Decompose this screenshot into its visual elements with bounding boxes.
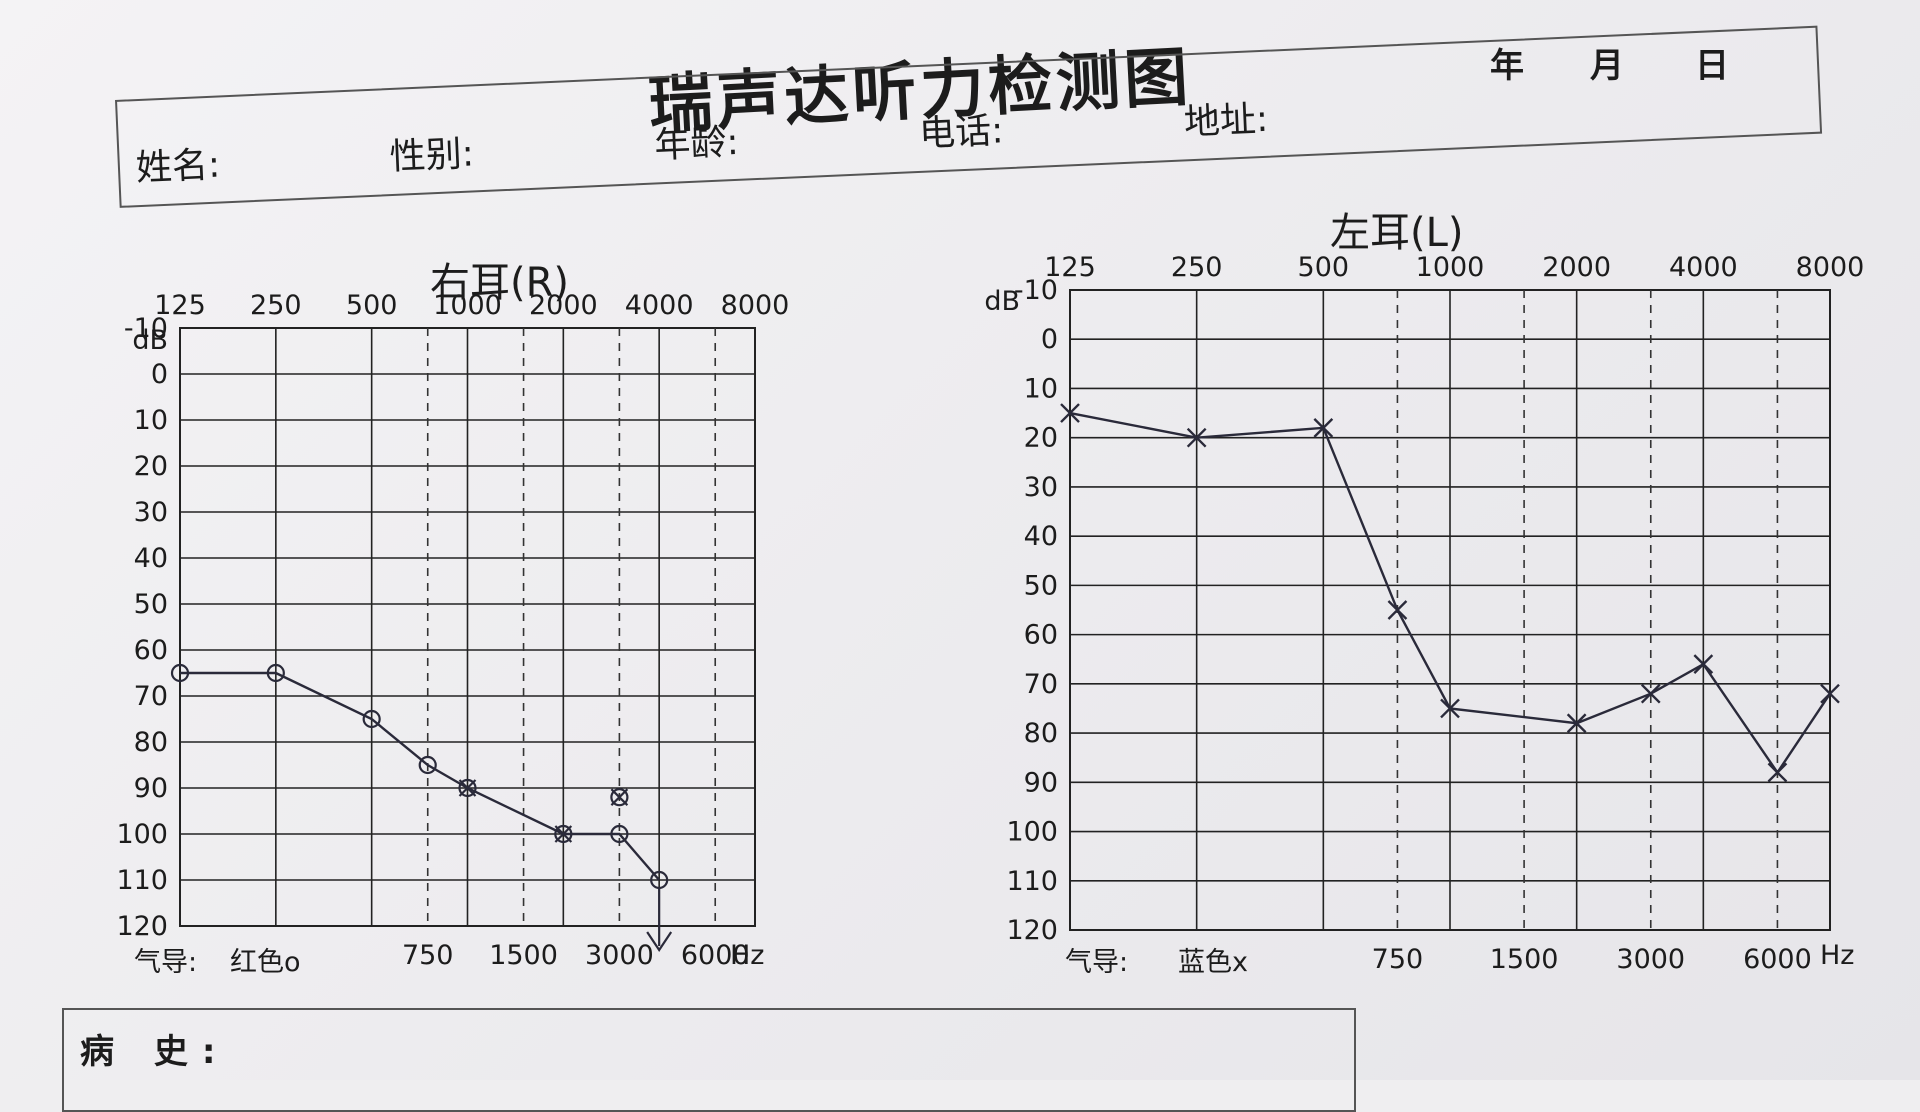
right-db-tick: 40 bbox=[134, 543, 168, 574]
right-point-circle bbox=[170, 663, 190, 683]
right-point-circle bbox=[610, 824, 629, 844]
left-db-tick: 10 bbox=[1024, 373, 1058, 404]
left-db-tick: 100 bbox=[1006, 817, 1058, 848]
right-mark-arrow-head bbox=[646, 931, 673, 952]
left-point-x bbox=[1313, 417, 1334, 438]
left-db-tick: 120 bbox=[1006, 915, 1058, 946]
left-freq-tick: 4000 bbox=[1669, 252, 1738, 283]
right-mark-x bbox=[554, 825, 573, 843]
right-db-tick: 10 bbox=[134, 405, 168, 436]
left-bottom-freq-tick: 1500 bbox=[1490, 944, 1559, 975]
right-legend-label: 气导: bbox=[134, 947, 198, 978]
medical-history-box: 病 史: bbox=[62, 1008, 1356, 1112]
right-point-circle bbox=[266, 663, 285, 683]
left-legend-label: 气导: bbox=[1065, 947, 1129, 978]
right-db-tick: -10 bbox=[124, 313, 168, 344]
right-db-tick: 50 bbox=[134, 589, 168, 620]
left-bottom-freq-tick: 6000 bbox=[1743, 944, 1812, 975]
left-db-tick: 70 bbox=[1024, 669, 1058, 700]
left-legend-color: 蓝色x bbox=[1178, 947, 1248, 978]
left-point-x bbox=[1640, 683, 1661, 704]
date-month-label: 月 bbox=[1590, 46, 1624, 86]
right-hz-unit: Hz bbox=[730, 940, 765, 971]
date-day-label: 日 bbox=[1695, 46, 1729, 86]
left-point-x bbox=[1820, 683, 1840, 704]
right-legend-color: 红色o bbox=[230, 947, 301, 978]
left-point-x bbox=[1387, 600, 1408, 620]
name-field-label: 姓名: bbox=[135, 144, 221, 190]
right-freq-tick: 8000 bbox=[721, 290, 790, 321]
left-freq-tick: 1000 bbox=[1416, 252, 1485, 283]
left-point-x bbox=[1186, 427, 1207, 448]
age-field-label: 年龄: bbox=[653, 121, 740, 167]
left-freq-tick: 2000 bbox=[1542, 252, 1611, 283]
left-point-x bbox=[1440, 698, 1460, 719]
left-db-tick: 40 bbox=[1024, 521, 1058, 552]
left-db-tick: 50 bbox=[1024, 570, 1058, 601]
left-db-tick: 110 bbox=[1006, 866, 1058, 897]
left-freq-tick: 500 bbox=[1298, 252, 1350, 283]
left-db-tick: -10 bbox=[1014, 275, 1058, 306]
left-freq-tick: 250 bbox=[1171, 252, 1223, 283]
right-bottom-freq-tick: 750 bbox=[402, 940, 454, 971]
right-bottom-freq-tick: 3000 bbox=[585, 940, 654, 971]
left-db-tick: 0 bbox=[1041, 324, 1058, 355]
left-db-unit: dB bbox=[984, 286, 1020, 317]
left-db-tick: 60 bbox=[1024, 620, 1058, 651]
left-db-tick: 80 bbox=[1024, 718, 1058, 749]
right-point-circle bbox=[418, 755, 437, 775]
address-field-label: 地址: bbox=[1183, 98, 1269, 144]
left-hz-unit: Hz bbox=[1820, 940, 1855, 971]
right-ear-plot: -10 0 10 20 30 40 50 60 70 80 90 100 110 120 125 250 500… bbox=[116, 290, 790, 971]
right-db-tick: 90 bbox=[134, 773, 168, 804]
right-db-tick: 60 bbox=[134, 635, 168, 666]
right-db-tick: 110 bbox=[116, 865, 168, 896]
right-bottom-freq-tick: 6000 bbox=[681, 940, 750, 971]
gender-field-label: 性别: bbox=[388, 133, 475, 179]
right-freq-tick: 125 bbox=[154, 290, 206, 321]
right-db-tick: 0 bbox=[151, 359, 168, 390]
right-db-tick: 80 bbox=[134, 727, 168, 758]
right-point-circle bbox=[554, 824, 573, 844]
phone-field-label: 电话: bbox=[918, 110, 1005, 155]
left-bottom-freq-tick: 750 bbox=[1372, 944, 1424, 975]
right-db-tick: 30 bbox=[134, 497, 168, 528]
left-ear-audiogram: 左耳(L) dB -10 0 10 20 30 40 50 60 70 80 90 100 110 120… bbox=[960, 200, 1900, 990]
right-mark-x bbox=[458, 779, 477, 797]
right-ear-audiogram: 右耳(R) dB -10 0 10 20 30 40 50 60 70 80 90 100 110 120… bbox=[100, 250, 860, 990]
left-bottom-freq-tick: 3000 bbox=[1616, 944, 1685, 975]
left-ear-plot: -10 0 10 20 30 40 50 60 70 80 90 100 110 120 125 250 500… bbox=[1006, 252, 1865, 975]
right-point-circle bbox=[458, 778, 477, 798]
left-point-x bbox=[1566, 713, 1587, 734]
right-db-tick: 20 bbox=[134, 451, 168, 482]
right-ear-title: 右耳(R) bbox=[430, 260, 570, 306]
right-freq-tick: 4000 bbox=[625, 290, 694, 321]
history-label: 病 史: bbox=[80, 1032, 230, 1072]
left-db-tick: 90 bbox=[1024, 767, 1058, 798]
left-point-x bbox=[1767, 762, 1788, 783]
left-point-x bbox=[1060, 403, 1080, 423]
right-freq-tick: 500 bbox=[346, 290, 398, 321]
right-point-circle bbox=[362, 709, 381, 729]
right-freq-tick: 1000 bbox=[433, 290, 502, 321]
left-series-line bbox=[1069, 411, 1831, 775]
left-freq-tick: 8000 bbox=[1796, 252, 1865, 283]
right-db-unit: dB bbox=[132, 325, 168, 356]
right-db-tick: 120 bbox=[116, 911, 168, 942]
right-mark-circle-x bbox=[610, 788, 629, 807]
right-freq-tick: 2000 bbox=[529, 290, 598, 321]
right-db-tick: 100 bbox=[116, 819, 168, 850]
right-series-line bbox=[180, 671, 661, 881]
left-db-tick: 30 bbox=[1024, 472, 1058, 503]
right-bottom-freq-tick: 1500 bbox=[489, 940, 558, 971]
left-db-tick: 20 bbox=[1024, 423, 1058, 454]
left-ear-title: 左耳(L) bbox=[1330, 210, 1464, 256]
left-freq-tick: 125 bbox=[1044, 252, 1096, 283]
right-db-tick: 70 bbox=[134, 681, 168, 712]
right-freq-tick: 250 bbox=[250, 290, 302, 321]
date-year-label: 年 bbox=[1490, 46, 1524, 86]
left-point-x bbox=[1693, 654, 1714, 675]
